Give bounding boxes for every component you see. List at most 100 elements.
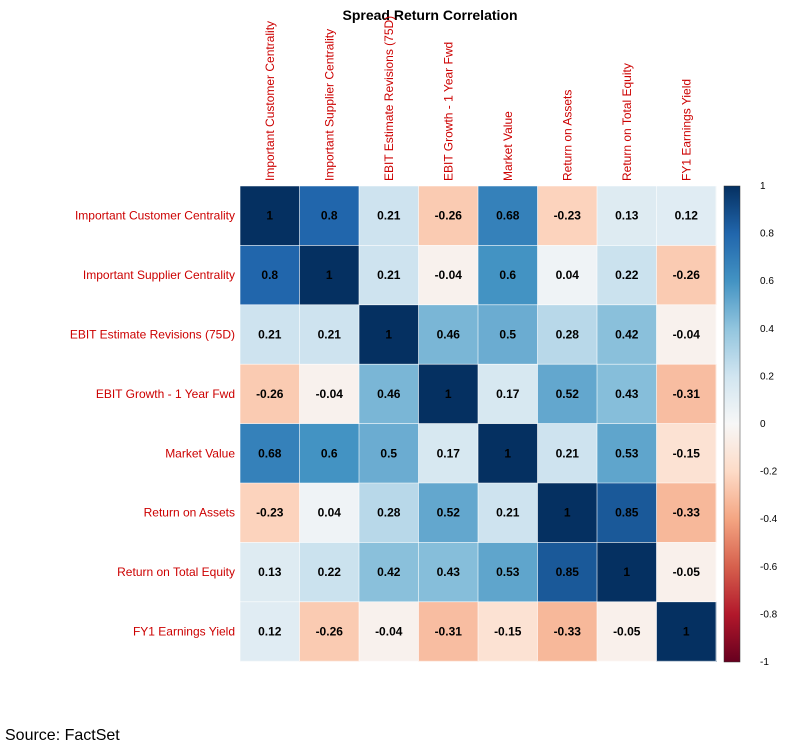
cell-value-r5-c6: 0.21 (556, 446, 580, 460)
heatmap-cell-r7-c8 (656, 542, 717, 603)
column-label-market-value: Market Value (501, 111, 515, 181)
cell-value-r3-c7: 0.42 (615, 328, 639, 342)
cell-value-r6-c6: 1 (564, 506, 571, 520)
cell-value-r6-c7: 0.85 (615, 506, 639, 520)
cell-value-r4-c3: 0.46 (377, 387, 401, 401)
colorbar-tick-label: 0.6 (760, 276, 774, 287)
cell-value-r6-c3: 0.28 (377, 506, 401, 520)
colorbar-tick-label: -0.8 (760, 609, 778, 620)
heatmap-cell-r6-c4 (418, 483, 479, 543)
cell-value-r5-c4: 0.17 (437, 446, 461, 460)
row-label-market-value: Market Value (165, 446, 235, 460)
heatmap-cell-r2-c8 (656, 245, 717, 306)
correlation-heatmap: Spread Return Correlation 1 0.8 0.21 -0.26 0… (70, 7, 778, 668)
heatmap-cell-r4-c2 (299, 364, 360, 425)
cell-value-r7-c1: 0.13 (258, 565, 282, 579)
cell-value-r7-c4: 0.43 (437, 565, 461, 579)
colorbar-tick-label: 0 (760, 419, 766, 430)
cell-value-r1-c2: 0.8 (321, 209, 338, 223)
cell-value-r2-c7: 0.22 (615, 268, 639, 282)
heatmap-cell-r1-c3 (359, 186, 419, 246)
heatmap-cell-r5-c2 (299, 423, 360, 484)
heatmap-cell-r3-c1 (240, 304, 300, 365)
cell-value-r8-c4: -0.31 (435, 625, 463, 639)
cell-value-r8-c5: -0.15 (494, 625, 522, 639)
cell-value-r7-c3: 0.42 (377, 565, 401, 579)
heatmap-cell-r7-c2 (299, 542, 360, 603)
heatmap-cell-r2-c5 (478, 245, 538, 306)
cell-value-r6-c4: 0.52 (437, 506, 461, 520)
cell-value-r2-c5: 0.6 (499, 268, 516, 282)
cell-value-r7-c7: 1 (623, 565, 630, 579)
chart-title: Spread Return Correlation (342, 7, 517, 23)
column-label-return-on-assets: Return on Assets (560, 90, 574, 181)
heatmap-cell-r3-c5 (478, 304, 538, 365)
heatmap-cell-r1-c8 (656, 186, 717, 246)
heatmap-cell-r8-c6 (537, 601, 598, 662)
cell-value-r8-c6: -0.33 (554, 625, 582, 639)
heatmap-cell-r3-c6 (537, 304, 598, 365)
source-note: Source: FactSet (5, 727, 120, 744)
heatmap-cell-r2-c2 (299, 245, 360, 306)
row-labels: Important Customer Centrality Important S… (70, 209, 235, 639)
heatmap-cell-r2-c7 (597, 245, 657, 306)
heatmap-cell-r6-c5 (478, 483, 538, 543)
cell-value-r4-c6: 0.52 (556, 387, 580, 401)
colorbar-tick-label: 0.8 (760, 229, 774, 240)
heatmap-cell-r3-c3 (359, 304, 419, 365)
cell-value-r3-c2: 0.21 (318, 328, 342, 342)
heatmap-cell-r1-c7 (597, 186, 657, 246)
heatmap-cell-r5-c7 (597, 423, 657, 484)
heatmap-cell-r7-c4 (418, 542, 479, 603)
heatmap-cell-r5-c5 (478, 423, 538, 484)
heatmap-cell-r3-c2 (299, 304, 360, 365)
cell-value-r5-c5: 1 (504, 446, 511, 460)
cell-value-r3-c3: 1 (385, 328, 392, 342)
heatmap-cell-r1-c2 (299, 186, 360, 246)
cell-value-r6-c5: 0.21 (496, 506, 520, 520)
heatmap-cell-r4-c5 (478, 364, 538, 425)
heatmap-cell-r7-c5 (478, 542, 538, 603)
cell-value-r3-c5: 0.5 (499, 328, 516, 342)
cell-value-r7-c6: 0.85 (556, 565, 580, 579)
row-label-return-on-total-equity: Return on Total Equity (117, 565, 235, 579)
heatmap-cell-r4-c7 (597, 364, 657, 425)
heatmap-cell-r8-c7 (597, 601, 657, 662)
cell-value-r8-c8: 1 (683, 625, 690, 639)
heatmap-cell-r2-c3 (359, 245, 419, 306)
heatmap-cell-r7-c1 (240, 542, 300, 603)
cell-value-r5-c1: 0.68 (258, 446, 282, 460)
heatmap-cell-r2-c4 (418, 245, 479, 306)
cell-value-r4-c8: -0.31 (673, 387, 701, 401)
column-label-ebit-estimate-revisions-75d: EBIT Estimate Revisions (75D) (382, 16, 396, 181)
cell-value-r3-c1: 0.21 (258, 328, 282, 342)
heatmap-cell-r8-c3 (359, 601, 419, 662)
cell-value-r6-c8: -0.33 (673, 506, 701, 520)
cell-value-r4-c7: 0.43 (615, 387, 639, 401)
cell-value-r4-c4: 1 (445, 387, 452, 401)
cell-value-r7-c8: -0.05 (673, 565, 701, 579)
column-labels: Important Customer Centrality Important S… (263, 16, 694, 181)
cell-value-r2-c1: 0.8 (261, 268, 278, 282)
heatmap-cell-r2-c1 (240, 245, 300, 306)
heatmap-cell-r6-c3 (359, 483, 419, 543)
cell-value-r8-c1: 0.12 (258, 625, 282, 639)
heatmap-cell-r1-c4 (418, 186, 479, 246)
heatmap-cells: 1 0.8 0.21 -0.26 0.68 -0.23 0.13 0.12 0.8 1 0.21 -0… (239, 185, 717, 662)
column-label-return-on-total-equity: Return on Total Equity (620, 63, 634, 181)
heatmap-cell-r7-c7 (597, 542, 657, 603)
cell-value-r8-c7: -0.05 (613, 625, 641, 639)
heatmap-cell-r8-c5 (478, 601, 538, 662)
heatmap-cell-r6-c8 (656, 483, 717, 543)
cell-value-r2-c2: 1 (326, 268, 333, 282)
cell-value-r4-c5: 0.17 (496, 387, 520, 401)
heatmap-cell-r1-c5 (478, 186, 538, 246)
colorbar-tick-label: 0.2 (760, 371, 774, 382)
cell-value-r6-c1: -0.23 (256, 506, 284, 520)
cell-value-r6-c2: 0.04 (318, 506, 342, 520)
cell-value-r3-c6: 0.28 (556, 328, 580, 342)
column-label-important-supplier-centrality: Important Supplier Centrality (322, 29, 336, 181)
cell-value-r1-c3: 0.21 (377, 209, 401, 223)
colorbar-tick-label: 1 (760, 181, 766, 192)
heatmap-cell-r8-c8 (656, 601, 717, 662)
